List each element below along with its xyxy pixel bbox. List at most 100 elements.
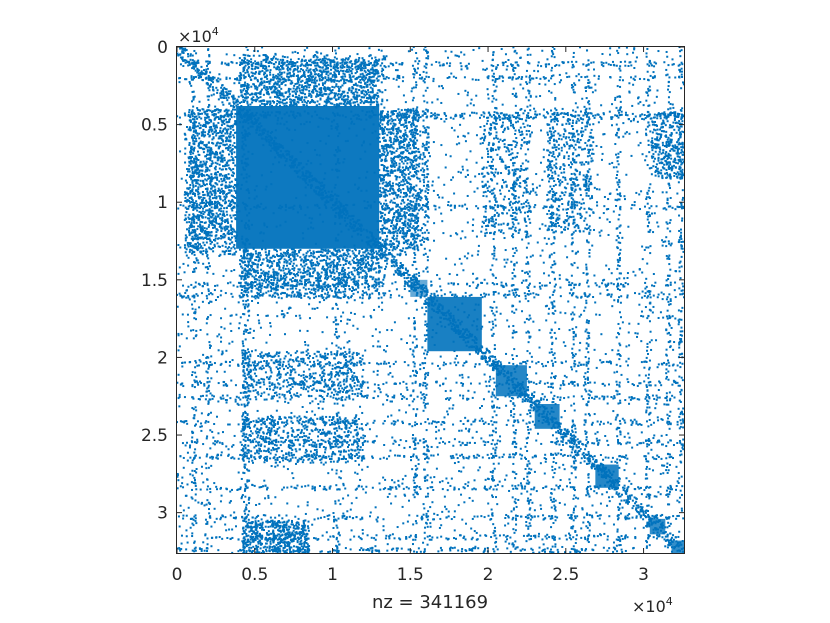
nonzero-point [255,444,258,447]
nonzero-point [297,532,300,535]
nonzero-point [296,546,299,549]
nonzero-point [361,428,364,431]
nonzero-point [398,184,401,187]
nonzero-point [244,274,247,277]
nonzero-point [220,210,223,213]
nonzero-point [307,520,310,523]
nonzero-point [297,439,300,442]
nonzero-point [188,213,191,216]
nonzero-point [281,99,284,102]
nonzero-point [347,297,350,300]
nonzero-point [333,63,336,66]
nonzero-point [381,67,384,70]
nonzero-point [324,378,327,381]
nonzero-point [329,266,332,269]
nonzero-point [320,378,323,381]
nonzero-point [364,271,367,274]
nonzero-point [283,280,286,283]
nonzero-point [238,274,241,277]
nonzero-point [224,186,227,189]
nonzero-point [355,378,358,381]
nonzero-point [407,173,410,176]
nonzero-point [342,65,345,68]
nonzero-point [302,388,305,391]
nonzero-point [289,88,292,91]
nonzero-point [364,94,367,97]
nonzero-point [381,147,384,150]
nonzero-point [388,128,391,131]
nonzero-point [358,66,361,69]
nonzero-point [378,220,381,223]
nonzero-point [303,96,306,99]
nonzero-point [305,435,308,438]
nonzero-point [410,183,413,186]
nonzero-point [214,113,217,116]
nonzero-point [261,82,264,85]
nonzero-point [300,430,303,433]
nonzero-point [212,110,215,113]
nonzero-point [356,423,359,426]
nonzero-point [243,530,246,533]
nonzero-point [189,151,192,154]
nonzero-point [210,234,213,237]
nonzero-point [347,296,350,299]
nonzero-point [304,100,307,103]
nonzero-point [386,220,389,223]
nonzero-point [191,181,194,184]
nonzero-point [217,156,220,159]
nonzero-point [319,418,322,421]
nonzero-point [307,281,310,284]
nonzero-point [212,226,215,229]
nonzero-point [287,519,290,522]
nonzero-point [289,58,292,61]
nonzero-point [251,92,254,95]
nonzero-point [220,154,223,157]
nonzero-point [221,138,224,141]
nonzero-point [352,351,355,354]
nonzero-point [183,193,186,196]
nonzero-point [321,259,324,262]
nonzero-point [291,287,294,290]
nonzero-point [314,423,317,426]
nonzero-point [390,157,393,160]
nonzero-point [192,149,195,152]
nonzero-point [263,76,266,79]
nonzero-point [348,355,351,358]
nonzero-point [272,276,275,279]
nonzero-point [398,147,401,150]
nonzero-point [356,446,359,449]
nonzero-point [307,390,310,393]
nonzero-point [388,183,391,186]
nonzero-point [343,73,346,76]
nonzero-point [266,80,269,83]
nonzero-point [395,127,398,130]
nonzero-point [214,217,217,220]
nonzero-point [266,376,269,379]
nonzero-point [317,94,320,97]
nonzero-point [251,532,254,535]
nonzero-point [373,65,376,68]
nonzero-point [262,93,265,96]
nonzero-point [362,89,365,92]
nonzero-point [312,62,315,65]
nonzero-point [310,443,313,446]
nonzero-point [378,136,381,139]
nonzero-point [300,80,303,83]
nonzero-point [312,264,315,267]
nonzero-point [271,424,274,427]
nonzero-point [265,364,268,367]
nonzero-point [267,278,270,281]
nonzero-point [290,295,293,298]
nonzero-point [227,173,230,176]
nonzero-point [239,89,242,92]
nonzero-point [263,457,266,460]
nonzero-point [270,359,273,362]
nonzero-point [312,267,315,270]
nonzero-point [394,227,397,230]
nonzero-point [303,551,306,554]
nonzero-point [277,66,280,69]
nonzero-point [192,184,195,187]
nonzero-point [387,211,390,214]
nonzero-point [322,69,325,72]
nonzero-point [314,54,317,57]
